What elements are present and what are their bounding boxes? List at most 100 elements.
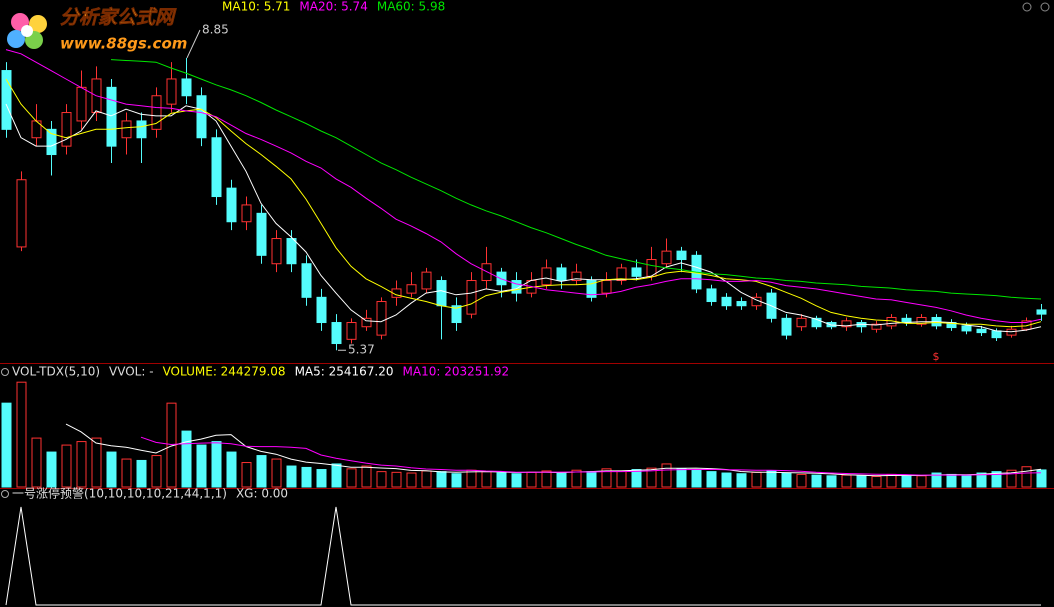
volume-bar <box>781 472 792 488</box>
volume-bar <box>421 470 432 488</box>
candle-body <box>781 317 792 336</box>
volume-bar <box>316 469 327 488</box>
legend-label: MA5: 254167.20 <box>295 365 394 379</box>
panel-title: VOL-TDX(5,10) <box>12 365 100 379</box>
candle-body <box>796 317 807 328</box>
candle-body <box>61 112 72 147</box>
panel-icons <box>1 2 1050 498</box>
candle-body <box>406 284 417 294</box>
volume-bar <box>661 463 672 488</box>
legend-label: MA20: 5.74 <box>299 0 367 14</box>
watermark-url: www.88gs.com <box>60 35 187 53</box>
ma-line <box>110 59 1042 300</box>
volume-bar <box>841 474 852 488</box>
volume-bar <box>391 471 402 488</box>
candle-body <box>76 86 87 122</box>
panel-icon[interactable] <box>1 490 9 498</box>
candle-body <box>226 187 237 223</box>
volume-bar <box>196 444 207 488</box>
volume-bar <box>376 471 387 488</box>
panel-icon[interactable] <box>1 368 9 376</box>
candle-body <box>211 137 222 198</box>
volume-bar <box>886 473 897 488</box>
volume-bar <box>61 444 72 488</box>
annotation-leader <box>186 29 201 59</box>
candle-body <box>106 86 117 147</box>
volume-bar <box>631 469 642 488</box>
legend-label: MA10: 203251.92 <box>403 365 510 379</box>
logo-center <box>21 25 33 37</box>
candle-body <box>346 322 357 340</box>
window-icon[interactable] <box>1022 2 1032 12</box>
candle-body <box>286 238 297 265</box>
candle-body <box>976 328 987 334</box>
watermark: 分析家公式网 www.88gs.com <box>7 6 187 53</box>
volume-bar <box>286 465 297 488</box>
volume-bar <box>556 472 567 488</box>
legend-label: VOLUME: 244279.08 <box>163 365 286 379</box>
volume-bar <box>706 471 717 488</box>
volume-bar <box>871 476 882 488</box>
candle-body <box>661 250 672 265</box>
volume-bar <box>496 472 507 488</box>
volume-bar <box>646 467 657 488</box>
signal-marker: $ <box>933 350 940 363</box>
volume-bar <box>1 402 12 488</box>
candle-body <box>166 78 177 105</box>
panel-subtitle: VVOL: - <box>109 365 154 379</box>
candle-body <box>511 280 522 294</box>
volume-bar <box>271 458 282 488</box>
volume-bar <box>571 469 582 488</box>
panel-title: 一号涨停预警(10,10,10,10,21,44,1,1) <box>12 486 227 501</box>
volume-bar <box>796 473 807 488</box>
logo-petal <box>7 30 25 48</box>
volume-bar <box>91 437 102 488</box>
volume-bar <box>901 474 912 488</box>
candle-body <box>316 296 327 324</box>
volume-bar <box>76 441 87 488</box>
volume-bar <box>331 463 342 488</box>
high-annotation: 8.85 <box>202 23 229 37</box>
candle-body <box>736 301 747 307</box>
volume-bar <box>256 455 267 488</box>
candle-body <box>1021 320 1032 330</box>
candle-body <box>181 78 192 97</box>
candle-body <box>631 267 642 277</box>
volume-bar <box>361 465 372 488</box>
volume-bar <box>151 455 162 488</box>
low-annotation: 5.37 <box>348 343 375 357</box>
candle-body <box>481 263 492 282</box>
ma-line <box>5 49 1042 323</box>
candle-body <box>571 271 582 282</box>
candle-body <box>916 316 927 325</box>
candle-body <box>1 70 12 130</box>
candle-body <box>331 322 342 345</box>
window-icon[interactable] <box>1040 2 1050 12</box>
volume-bar <box>751 471 762 488</box>
volume-bar <box>226 451 237 488</box>
volume-bar <box>451 473 462 488</box>
candle-body <box>301 263 312 298</box>
candle-body <box>46 128 57 156</box>
candle-body <box>556 267 567 282</box>
volume-bar <box>466 469 477 488</box>
candle-body <box>196 95 207 139</box>
volume-bar <box>961 474 972 488</box>
volume-bar <box>1021 466 1032 488</box>
candle-body <box>991 330 1002 339</box>
volume-bar <box>211 441 222 488</box>
volume-bar <box>136 459 147 488</box>
legend-label: XG: 0.00 <box>236 487 288 501</box>
candle-body <box>616 267 627 282</box>
legend-label: MA60: 5.98 <box>377 0 445 14</box>
volume-bar <box>241 462 252 488</box>
volume-bar <box>16 381 27 488</box>
candle-body <box>151 95 162 130</box>
candle-body <box>451 305 462 324</box>
candle-body <box>721 296 732 307</box>
ma-line <box>140 436 1042 476</box>
volume-bar <box>601 468 612 488</box>
candle-body <box>436 280 447 307</box>
